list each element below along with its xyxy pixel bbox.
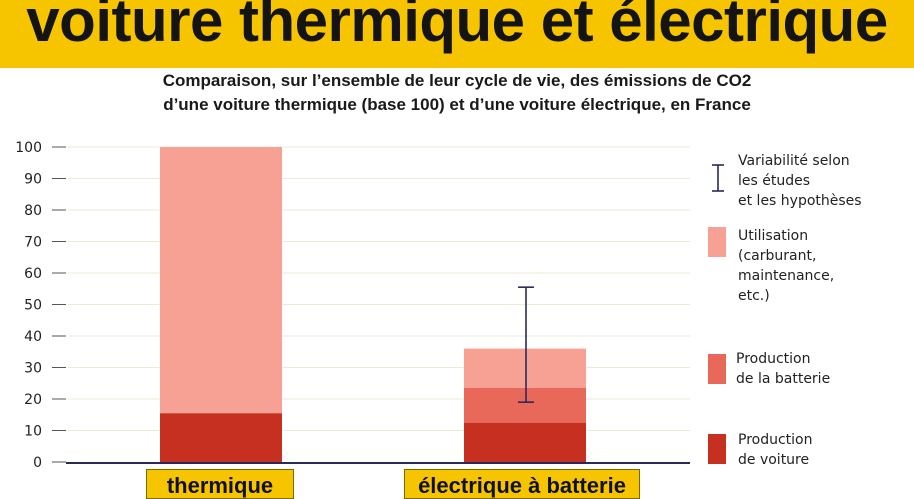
legend-swatch-batterie: [708, 354, 726, 384]
y-tick-label-90: 90: [24, 172, 42, 188]
y-tick-label-0: 0: [33, 455, 42, 471]
variability-legend-icon: [712, 164, 724, 192]
bar-thermique-utilisation: [160, 147, 282, 414]
category-label-electrique: électrique à batterie: [404, 469, 640, 499]
title-banner: voiture thermique et électrique: [0, 0, 914, 68]
y-tick-label-50: 50: [24, 298, 42, 314]
y-tick-label-10: 10: [24, 424, 42, 440]
y-tick-label-20: 20: [24, 392, 42, 408]
bar-thermique-production-voiture: [160, 413, 282, 462]
bar-electrique-utilisation: [464, 348, 586, 388]
legend-swatch-voiture: [708, 434, 726, 464]
legend-voiture-label: Production de voiture: [738, 432, 813, 468]
y-tick-label-30: 30: [24, 361, 42, 377]
y-tick-label-70: 70: [24, 235, 42, 251]
legend-batterie-label: Production de la batterie: [736, 351, 831, 387]
chart-subtitle-line-2: d’une voiture thermique (base 100) et d’…: [163, 95, 751, 114]
y-tick-label-60: 60: [24, 266, 42, 282]
bar-electrique-production-batterie: [464, 387, 586, 423]
y-tick-label-40: 40: [24, 329, 42, 345]
banner-title: voiture thermique et électrique: [26, 0, 888, 54]
y-tick-label-100: 100: [15, 140, 42, 156]
chart-subtitle-line-1: Comparaison, sur l’ensemble de leur cycl…: [162, 71, 752, 90]
legend-swatch-utilisation: [708, 227, 726, 257]
legend-variability-label: Variabilité selon les études et les hypo…: [738, 153, 862, 209]
legend-utilisation-label: Utilisation (carburant, maintenance, etc…: [738, 228, 835, 304]
y-tick-label-80: 80: [24, 203, 42, 219]
bar-electrique-production-voiture: [464, 422, 586, 462]
category-label-thermique: thermique: [146, 469, 294, 499]
